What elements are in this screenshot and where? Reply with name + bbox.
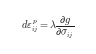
Text: $d\varepsilon_{ij}^{p} = \lambda \dfrac{\partial g}{\partial \sigma_{ij}}$: $d\varepsilon_{ij}^{p} = \lambda \dfrac{… bbox=[21, 14, 75, 40]
